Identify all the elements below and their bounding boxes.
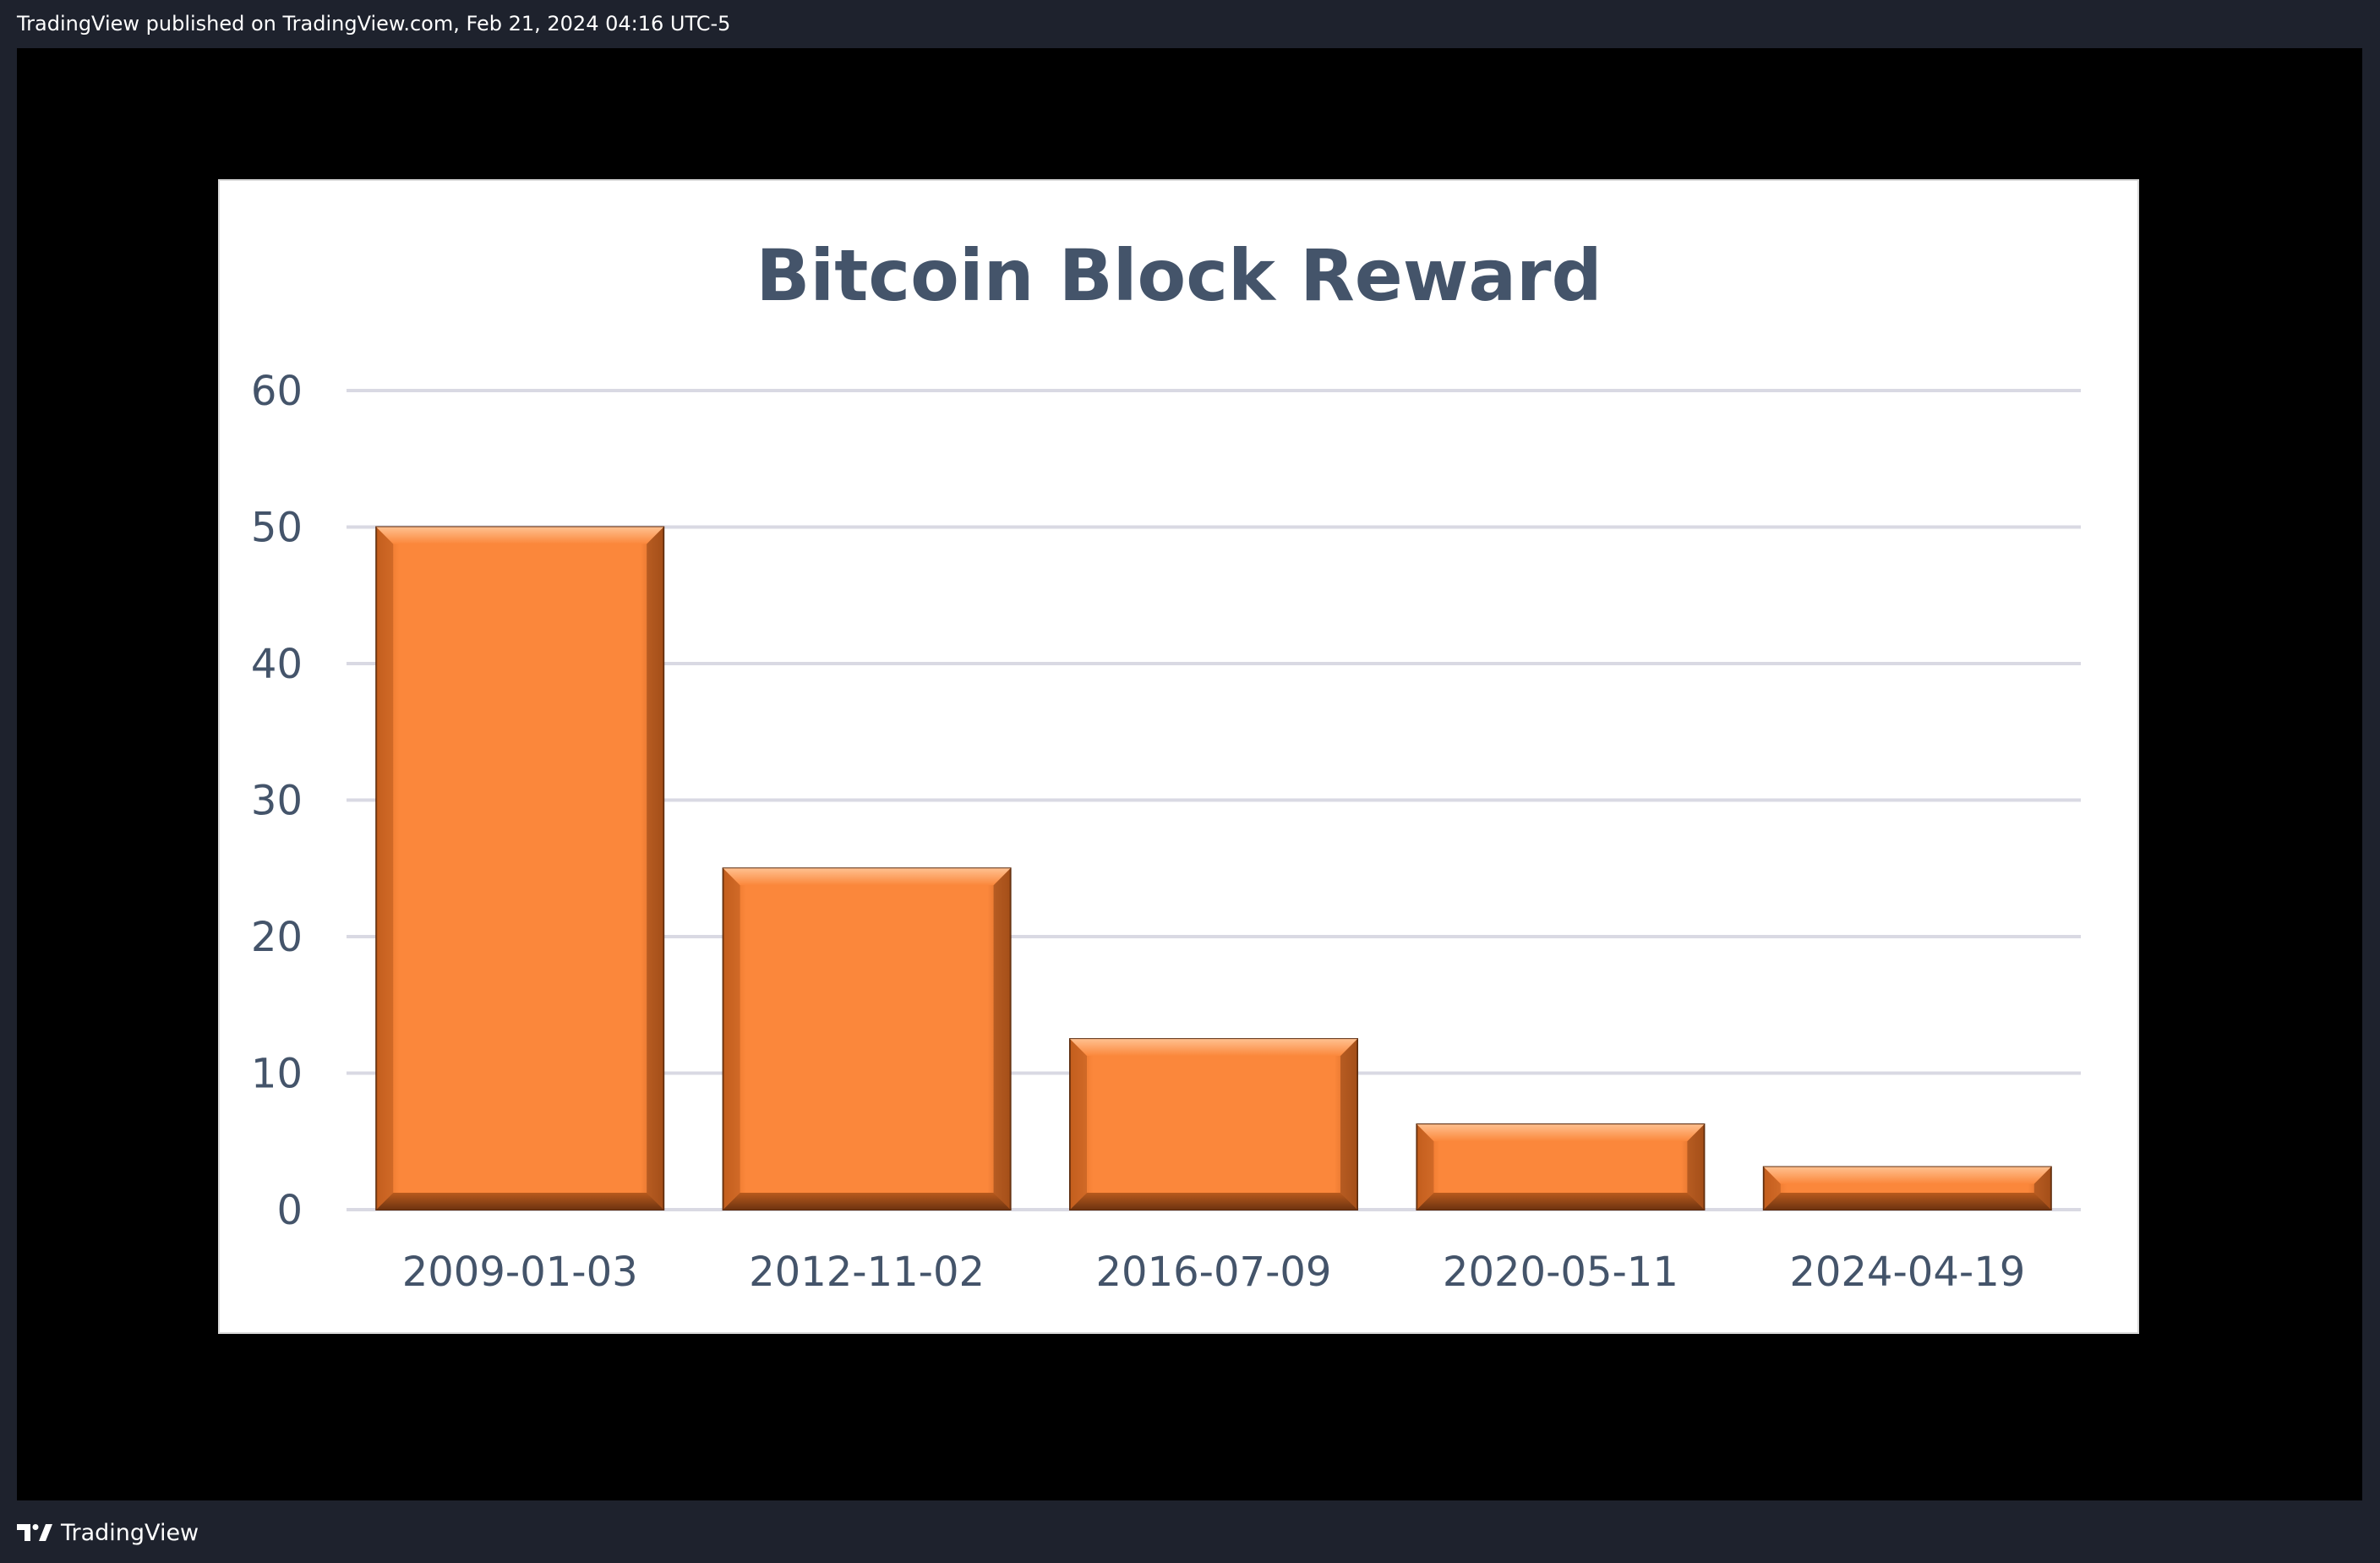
bar-bevel-top	[376, 527, 664, 544]
y-tick-label: 30	[251, 778, 303, 825]
bar	[1416, 1123, 1706, 1211]
bar	[722, 867, 1012, 1211]
y-tick-label: 60	[251, 368, 303, 415]
bar-bevel-right	[647, 527, 664, 1210]
y-tick-label: 10	[251, 1051, 303, 1098]
x-tick-label: 2012-11-02	[749, 1249, 985, 1296]
bar-bevel-right	[993, 868, 1011, 1210]
x-axis-ticks: 2009-01-03 2012-11-02 2016-07-09 2020-05-11…	[402, 1249, 2026, 1296]
published-info: TradingView published on TradingView.com…	[17, 12, 731, 36]
footer-brand[interactable]: TradingView	[17, 1518, 199, 1547]
bar-bevel-right	[1687, 1124, 1705, 1210]
bar-face	[375, 526, 665, 1211]
bar-bevel-bottom	[723, 1193, 1011, 1210]
top-bar: TradingView published on TradingView.com…	[0, 0, 2380, 47]
bar-bevel-left	[723, 868, 740, 1210]
bar-bevel-left	[1070, 1039, 1087, 1210]
x-tick-label: 2016-07-09	[1096, 1249, 1332, 1296]
bar-face	[722, 867, 1012, 1211]
y-tick-label: 50	[251, 505, 303, 552]
y-tick-label: 40	[251, 641, 303, 688]
footer-bar	[0, 1501, 2380, 1563]
bar-bevel-bottom	[1417, 1193, 1705, 1210]
bar-bevel-left	[1417, 1124, 1434, 1210]
bar	[1069, 1038, 1358, 1211]
bar	[375, 526, 665, 1211]
chart-title: Bitcoin Block Reward	[756, 234, 1602, 317]
x-tick-label: 2009-01-03	[402, 1249, 638, 1296]
bars	[375, 526, 2052, 1211]
y-axis-ticks: 0 10 20 30 40 50 60	[251, 368, 303, 1234]
bar-bevel-top	[1763, 1167, 2051, 1184]
bar-bevel-right	[2033, 1167, 2051, 1210]
x-tick-label: 2020-05-11	[1443, 1249, 1679, 1296]
y-tick-label: 0	[276, 1187, 303, 1234]
footer-brand-label: TradingView	[61, 1519, 199, 1546]
bar-bevel-left	[1763, 1167, 1781, 1210]
bar-bevel-bottom	[1763, 1193, 2051, 1210]
bar-bevel-right	[1340, 1039, 1357, 1210]
x-tick-label: 2024-04-19	[1789, 1249, 2025, 1296]
bar-bevel-bottom	[1070, 1193, 1357, 1210]
tradingview-logo-icon	[17, 1524, 52, 1541]
bar-bevel-left	[376, 527, 394, 1210]
bar-bevel-bottom	[376, 1193, 664, 1210]
bar-face	[1069, 1038, 1358, 1211]
bar	[1762, 1166, 2052, 1211]
bar-bevel-top	[1417, 1124, 1705, 1142]
y-tick-label: 20	[251, 914, 303, 961]
bar-bevel-top	[1070, 1039, 1357, 1057]
bar-bevel-top	[723, 868, 1011, 886]
